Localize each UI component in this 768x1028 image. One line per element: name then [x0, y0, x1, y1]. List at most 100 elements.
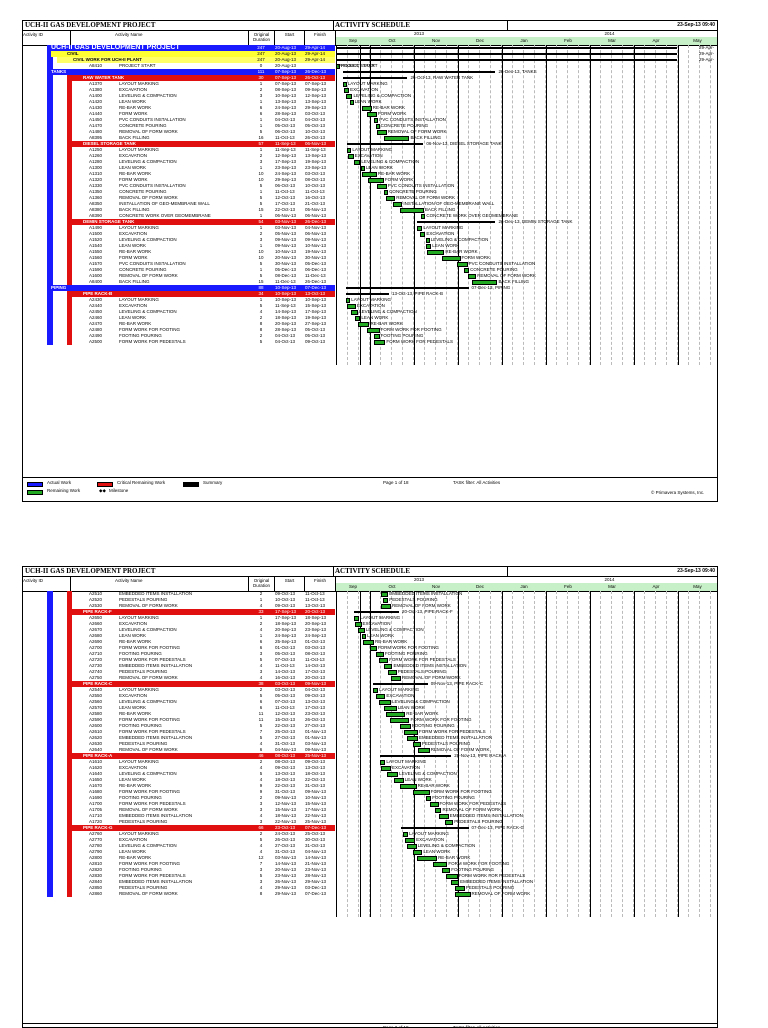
activity-bar[interactable]	[412, 790, 430, 795]
activity-row[interactable]: A2590 FORM WORK FOR FOOTING 11 15-Oct-13 26-…	[23, 717, 717, 723]
activity-row[interactable]: A1280 LEVELING & COMPACTION 3 17-Sep-13 19-S…	[23, 159, 717, 165]
activity-row[interactable]: A1440 FORM WORK 6 28-Sep-13 03-Oct-13	[23, 111, 717, 117]
activity-row[interactable]: A1680 FORM WORK FOR FOOTING 9 31-Oct-13 09-N…	[23, 789, 717, 795]
wbs-row[interactable]: TANKS 111 07-Sep-13 26-Dec-13	[23, 69, 717, 75]
activity-row[interactable]: A1550 RE-BAR WORK 10 10-Nov-13 19-Nov-13	[23, 249, 717, 255]
activity-row[interactable]: A2490 FOOTING POURING 2 04-Oct-13 05-Oct-13	[23, 333, 717, 339]
activity-row[interactable]: A8410 PROJECT START 0 20-Aug-13	[23, 63, 717, 69]
summary-bar[interactable]	[342, 77, 408, 79]
activity-bar[interactable]	[379, 760, 386, 765]
activity-bar[interactable]	[375, 694, 386, 699]
activity-row[interactable]: A2560 LEVELING & COMPACTION 6 07-Oct-13 13-O…	[23, 699, 717, 705]
summary-bar[interactable]	[416, 221, 496, 223]
activity-bar[interactable]	[374, 334, 380, 339]
activity-row[interactable]: A1700 FORM WORK FOR PEDESTALS 3 12-Nov-13 15…	[23, 801, 717, 807]
activity-bar[interactable]	[438, 814, 449, 819]
activity-bar[interactable]	[425, 238, 430, 243]
activity-row[interactable]: A1260 EXCAVATION 2 12-Sep-13 13-Sep-13	[23, 153, 717, 159]
activity-row[interactable]: A1540 LEAN WORK 1 09-Nov-13 10-Nov-13	[23, 243, 717, 249]
activity-row[interactable]: A2840 EMBEDDED ITEMS INSTALLATION 3 26-Nov-…	[23, 879, 717, 885]
wbs-row[interactable]: PIPE RACK-F 33 17-Sep-13 20-Oct-13	[23, 609, 717, 615]
summary-bar[interactable]	[372, 683, 428, 685]
activity-bar[interactable]	[355, 316, 361, 321]
activity-bar[interactable]	[391, 676, 401, 681]
activity-row[interactable]: A2680 LEAN WORK 1 24-Sep-13 24-Sep-13	[23, 633, 717, 639]
activity-bar[interactable]	[402, 832, 409, 837]
activity-row[interactable]: A2780 LEVELING & COMPACTION 4 27-Oct-13 31-O…	[23, 843, 717, 849]
wbs-row[interactable]: PIPE RACK-G 66 23-Oct-13 07-Dec-13	[23, 825, 717, 831]
activity-row[interactable]: A1300 LEAN WORK 1 23-Sep-13 23-Sep-13	[23, 165, 717, 171]
activity-bar[interactable]	[354, 616, 360, 621]
activity-bar[interactable]	[348, 154, 354, 159]
activity-row[interactable]: A1330 PVC CONDUITS INSTALLATION 5 06-Oct-13…	[23, 183, 717, 189]
activity-bar[interactable]	[378, 700, 392, 705]
activity-row[interactable]: A2510 EMBEDDED ITEMS INSTALLATION 2 09-Oct-…	[23, 591, 717, 597]
activity-bar[interactable]	[381, 766, 392, 771]
activity-bar[interactable]	[366, 328, 380, 333]
activity-row[interactable]: A2620 EMBEDDED ITEMS INSTALLATION 5 27-Oct-…	[23, 735, 717, 741]
activity-bar[interactable]	[399, 784, 417, 789]
activity-row[interactable]: A1250 LAYOUT MARKING 1 11-Sep-13 11-Sep-13	[23, 147, 717, 153]
activity-row[interactable]: A1650 LEAN WORK 4 18-Oct-13 22-Oct-13	[23, 777, 717, 783]
activity-row[interactable]: A2810 FORM WORK FOR FOOTING 7 14-Nov-13 21-N…	[23, 861, 717, 867]
summary-bar[interactable]	[354, 611, 399, 613]
activity-bar[interactable]	[346, 94, 353, 99]
activity-bar[interactable]	[456, 262, 468, 267]
activity-bar[interactable]	[350, 310, 359, 315]
activity-row[interactable]: A1400 LEVELING & COMPACTION 3 10-Sep-13 12-S…	[23, 93, 717, 99]
activity-row[interactable]: A1470 CONCRETE POURING 1 05-Oct-13 05-Oct-13	[23, 123, 717, 129]
activity-bar[interactable]	[372, 688, 379, 693]
activity-bar[interactable]	[385, 196, 396, 201]
activity-bar[interactable]	[419, 232, 426, 237]
activity-row[interactable]: A2520 PEDESTALS POURING 1 10-Oct-13 11-Oct-1…	[23, 597, 717, 603]
activity-bar[interactable]	[389, 718, 410, 723]
activity-bar[interactable]	[387, 772, 399, 777]
activity-row[interactable]: A2460 LEAN WORK 2 18-Sep-13 19-Sep-13	[23, 315, 717, 321]
activity-row[interactable]: A2740 PEDESTALS POURING 3 14-Oct-13 17-Oct-1…	[23, 669, 717, 675]
activity-row[interactable]: A1610 LAYOUT MARKING 2 08-Oct-13 09-Oct-13	[23, 759, 717, 765]
wbs-row[interactable]: CIVIL WORK FOR UCH-II PLANT 247 20-Aug-13 2…	[23, 57, 717, 63]
activity-row[interactable]: A2610 FORM WORK FOR PEDESTALS 7 25-Oct-13 01…	[23, 729, 717, 735]
activity-bar[interactable]	[444, 820, 454, 825]
activity-bar[interactable]	[412, 742, 421, 747]
activity-row[interactable]: A1690 FOOTING POURING 2 09-Nov-13 10-Nov-13	[23, 795, 717, 801]
summary-bar[interactable]	[336, 47, 678, 49]
activity-bar[interactable]	[381, 592, 389, 597]
activity-row[interactable]: A2710 FOOTING POURING 3 05-Oct-13 08-Oct-13	[23, 651, 717, 657]
activity-bar[interactable]	[421, 214, 426, 219]
wbs-row[interactable]: PIPE RACK-A 46 08-Oct-13 25-Nov-13	[23, 753, 717, 759]
activity-bar[interactable]	[434, 808, 442, 813]
activity-bar[interactable]	[384, 136, 410, 141]
activity-row[interactable]: A1370 LAYOUT MARKING 1 07-Sep-13 07-Sep-13	[23, 81, 717, 87]
activity-row[interactable]: A1490 LAYOUT MARKING 1 03-Nov-13 04-Nov-13	[23, 225, 717, 231]
activity-bar[interactable]	[455, 892, 471, 897]
activity-row[interactable]: A2430 LAYOUT MARKING 1 10-Sep-13 10-Sep-13	[23, 297, 717, 303]
activity-bar[interactable]	[446, 874, 458, 879]
activity-bar[interactable]	[362, 106, 372, 111]
activity-bar[interactable]	[416, 856, 438, 861]
activity-bar[interactable]	[384, 706, 397, 711]
activity-bar[interactable]	[467, 274, 477, 279]
summary-bar[interactable]	[347, 143, 424, 145]
activity-bar[interactable]	[425, 796, 432, 801]
activity-bar[interactable]	[404, 730, 418, 735]
activity-bar[interactable]	[392, 202, 403, 207]
activity-bar[interactable]	[381, 604, 392, 609]
activity-bar[interactable]	[366, 112, 377, 117]
activity-bar[interactable]	[357, 322, 370, 327]
activity-bar[interactable]	[357, 628, 365, 633]
activity-bar[interactable]	[354, 160, 361, 165]
activity-row[interactable]: A2450 LEVELING & COMPACTION 4 14-Sep-13 17-S…	[23, 309, 717, 315]
activity-row[interactable]: A1640 LEVELING & COMPACTION 5 13-Oct-13 18-O…	[23, 771, 717, 777]
activity-bar[interactable]	[362, 634, 367, 639]
activity-bar[interactable]	[430, 802, 439, 807]
activity-row[interactable]: A2850 PEDESTALS POURING 4 29-Nov-13 03-Dec-1…	[23, 885, 717, 891]
summary-bar[interactable]	[336, 59, 678, 61]
activity-bar[interactable]	[418, 748, 430, 753]
activity-bar[interactable]	[377, 130, 387, 135]
activity-row[interactable]: A2800 RE-BAR WORK 12 03-Nov-13 14-Nov-13	[23, 855, 717, 861]
summary-bar[interactable]	[346, 293, 390, 295]
activity-row[interactable]: A2830 FORM WORK FOR PEDESTALS 5 23-Nov-13 28…	[23, 873, 717, 879]
activity-row[interactable]: A1590 CONCRETE POURING 1 05-Dec-13 06-Dec-13	[23, 267, 717, 273]
activity-row[interactable]: A2630 PEDESTALS POURING 4 31-Oct-13 03-Nov-1…	[23, 741, 717, 747]
